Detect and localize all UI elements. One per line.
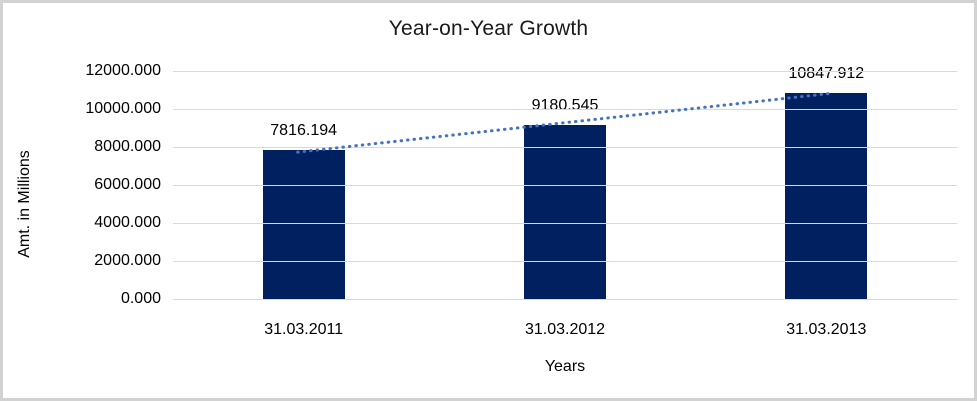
y-tick-label: 2000.000 [94,252,161,269]
bar-data-label: 9180.545 [531,96,599,114]
x-category-label: 31.03.2011 [264,321,344,338]
gridline [173,185,957,186]
gridline [173,71,957,72]
gridline [173,109,957,110]
bar-data-label: 10847.912 [788,64,865,82]
gridline [173,223,957,224]
x-category-label: 31.03.2013 [786,321,867,338]
y-tick-label: 4000.000 [94,214,161,231]
x-category-label: 31.03.2012 [524,321,606,338]
y-tick-label: 8000.000 [94,138,161,155]
bar [262,150,345,299]
y-tick-label: 0.000 [120,290,161,307]
y-axis-title: Amt. in Millions [16,150,33,258]
gridline [173,147,957,148]
y-tick-label: 12000.000 [85,62,161,79]
x-axis-title: Years [544,358,586,375]
bar-data-label: 7816.194 [270,122,338,140]
gridline [173,299,957,300]
gridline [173,261,957,262]
bar [785,92,868,299]
y-tick-label: 10000.000 [85,100,161,117]
y-tick-label: 6000.000 [94,176,161,193]
bar [524,124,606,299]
chart-title: Year-on-Year Growth [388,17,589,40]
